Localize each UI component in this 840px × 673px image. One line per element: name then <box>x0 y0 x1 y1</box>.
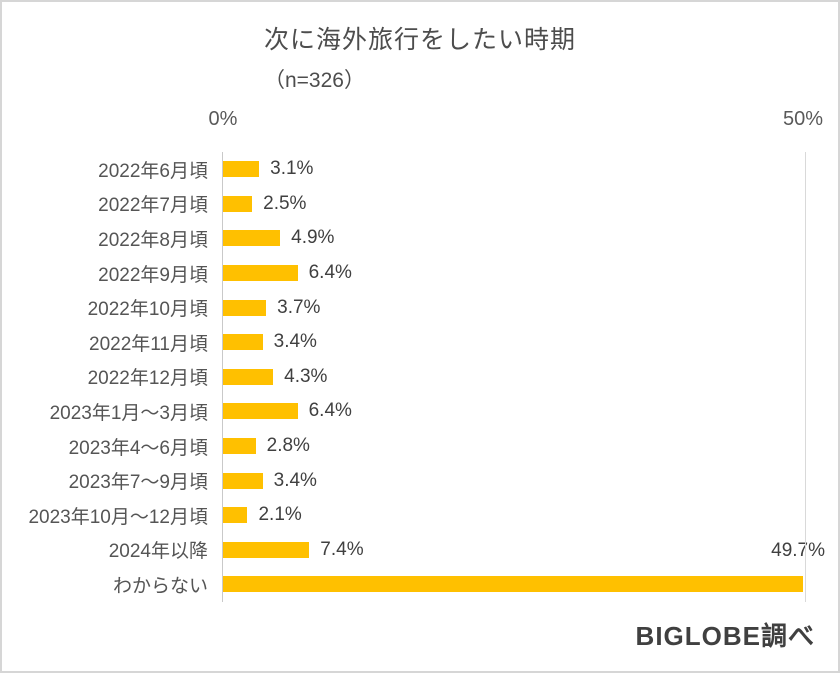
bar <box>223 161 260 178</box>
value-label: 4.3% <box>284 365 328 387</box>
category-label: 2023年10月～12月頃 <box>28 506 208 528</box>
value-label: 49.7% <box>771 540 825 562</box>
category-label: 2023年1月～3月頃 <box>49 402 208 424</box>
value-label: 2.8% <box>266 435 310 457</box>
bar <box>223 472 263 489</box>
value-label: 2.1% <box>258 504 302 526</box>
bar <box>223 507 248 524</box>
bar <box>223 368 274 385</box>
category-label: わからない <box>112 575 208 597</box>
value-label: 6.4% <box>308 262 352 284</box>
value-label: 3.1% <box>270 158 314 180</box>
bar <box>223 299 267 316</box>
value-label: 7.4% <box>320 538 364 560</box>
bar-row: 2023年10月～12月頃 2.1% <box>28 498 806 533</box>
bar <box>223 576 803 593</box>
bar-row: 2022年10月頃 3.7% <box>88 290 806 325</box>
value-label: 2.5% <box>263 192 307 214</box>
bar-row: 2023年1月～3月頃 6.4% <box>50 394 806 429</box>
bar-row: 2022年12月頃 4.3% <box>88 360 806 395</box>
value-label: 4.9% <box>291 227 335 249</box>
source-credit: BIGLOBE調べ <box>635 621 815 651</box>
category-label: 2022年9月頃 <box>98 264 208 286</box>
bar-row: 2023年4～6月頃 2.8% <box>69 429 806 464</box>
category-label: 2022年7月頃 <box>98 195 208 217</box>
category-label: 2022年6月頃 <box>98 160 208 182</box>
category-label: 2022年10月頃 <box>87 299 208 321</box>
bar <box>223 403 298 420</box>
category-label: 2023年4～6月頃 <box>68 437 208 459</box>
chart-title-block: 次に海外旅行をしたい時期 （n=326） <box>264 20 576 94</box>
bar <box>223 195 253 212</box>
chart-subtitle: （n=326） <box>263 69 365 92</box>
value-label: 3.7% <box>277 296 321 318</box>
bar-row: 2022年7月頃 2.5% <box>98 187 806 222</box>
value-label: 3.4% <box>273 331 317 353</box>
bar <box>223 334 263 351</box>
category-label: 2023年7～9月頃 <box>68 472 208 494</box>
value-label: 3.4% <box>273 469 317 491</box>
bar-row: 2024年以降 7.4% <box>109 533 806 568</box>
bar <box>223 541 310 558</box>
bar-row: 2022年9月頃 6.4% <box>98 256 806 291</box>
category-label: 2022年8月頃 <box>98 229 208 251</box>
chart-title: 次に海外旅行をしたい時期 <box>263 26 577 54</box>
bar <box>223 230 281 247</box>
bar-rows: 2022年6月頃 3.1% 2022年7月頃 2.5% 2022年8月頃 4.9% 2022… <box>28 152 825 602</box>
category-label: 2022年11月頃 <box>89 333 208 355</box>
bar <box>223 438 256 455</box>
bar-row: 2022年8月頃 4.9% <box>98 221 806 256</box>
category-label: 2024年以降 <box>108 541 208 563</box>
x-axis-tick-50pct: 50% <box>782 108 824 130</box>
plot-area: 2022年6月頃 3.1% 2022年7月頃 2.5% 2022年8月頃 4.9% 2022… <box>28 152 825 602</box>
value-label: 6.4% <box>308 400 352 422</box>
bar-row: 2023年7～9月頃 3.4% <box>69 463 806 498</box>
x-axis-tick-0pct: 0% <box>208 108 238 130</box>
category-label: 2022年12月頃 <box>87 368 208 390</box>
bar-row: わからない 49.7% <box>113 540 825 602</box>
bar <box>223 265 298 282</box>
bar-row: 2022年11月頃 3.4% <box>89 325 806 360</box>
bar-row: 2022年6月頃 3.1% <box>98 152 806 187</box>
